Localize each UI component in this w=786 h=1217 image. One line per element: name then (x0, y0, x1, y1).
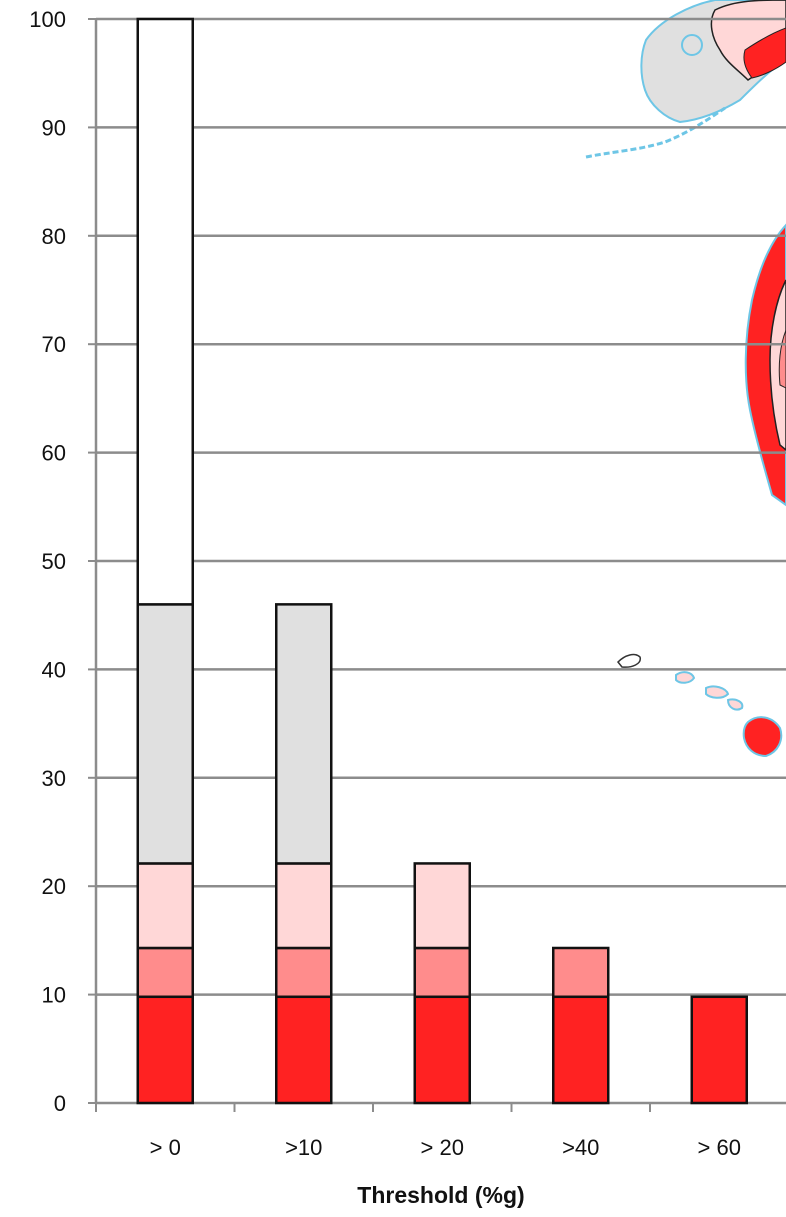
y-tick-label: 60 (42, 441, 66, 466)
map-hawaii-big-island (742, 716, 783, 758)
y-tick-label: 50 (42, 549, 66, 574)
y-tick-label: 90 (42, 115, 66, 140)
bar-segment (136, 862, 194, 950)
bar-segment (275, 995, 333, 1105)
bar-segment (136, 946, 194, 999)
map-west-coast-red (744, 223, 786, 507)
y-tick-label: 10 (42, 983, 66, 1008)
y-tick-label: 20 (42, 874, 66, 899)
y-tick-label: 80 (42, 224, 66, 249)
bar-segment (275, 603, 333, 865)
bars (136, 17, 748, 1105)
map-hawaii-small-3 (705, 685, 730, 699)
x-tick-label: >40 (562, 1135, 599, 1160)
x-tick-label: >10 (285, 1135, 322, 1160)
map-hawaii-small-2 (675, 671, 696, 684)
x-tick-label: > 20 (421, 1135, 464, 1160)
tick-labels: 0 10 20 30 40 50 60 70 80 90 100 > 0 >10 > 20 >40 > 60 (29, 7, 741, 1160)
y-tick-label: 100 (29, 7, 66, 32)
map-alaska-red (743, 27, 786, 79)
bar-segment (690, 995, 748, 1105)
background-map-icon (585, 0, 786, 758)
x-tick-label: > 60 (698, 1135, 741, 1160)
bar-segment (275, 946, 333, 999)
y-tick-label: 30 (42, 766, 66, 791)
x-axis-title: Threshold (%g) (357, 1182, 524, 1208)
map-west-coast-pink (769, 279, 786, 451)
bar-segment (552, 995, 610, 1105)
map-aleutians (585, 106, 726, 159)
x-tick-label: > 0 (150, 1135, 181, 1160)
map-hawaii-small-4 (726, 698, 744, 711)
bar-segment (413, 946, 471, 999)
bar-segment (136, 995, 194, 1105)
bar-segment (413, 862, 471, 950)
y-tick-label: 70 (42, 332, 66, 357)
bar-segment (136, 17, 194, 606)
y-tick-label: 0 (54, 1091, 66, 1116)
map-hawaii-small-1 (616, 653, 641, 668)
bar-segment (552, 946, 610, 999)
bar-segment (413, 995, 471, 1105)
grid-lines (96, 17, 786, 996)
bar-segment (275, 862, 333, 950)
y-tick-label: 40 (42, 657, 66, 682)
bar-segment (136, 603, 194, 865)
